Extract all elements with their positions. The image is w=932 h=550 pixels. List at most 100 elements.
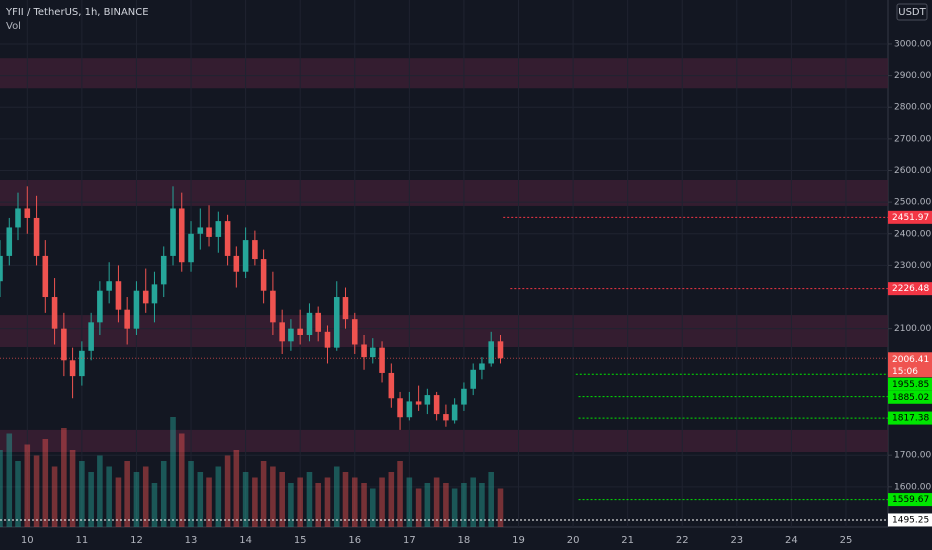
volume-bar bbox=[188, 461, 194, 527]
volume-bar bbox=[124, 461, 130, 527]
y-tick-label: 2900.00 bbox=[894, 71, 931, 81]
candle-body bbox=[124, 309, 130, 329]
volume-bar bbox=[415, 488, 422, 527]
currency-label[interactable]: USDT bbox=[898, 7, 926, 18]
y-tick-label: 1600.00 bbox=[894, 482, 931, 492]
candle-body bbox=[24, 208, 31, 218]
y-tick-label: 2800.00 bbox=[894, 103, 931, 113]
volume-bar bbox=[79, 461, 85, 527]
volume-bar bbox=[15, 461, 21, 527]
x-tick-label: 20 bbox=[567, 535, 580, 546]
candle-body bbox=[461, 388, 467, 405]
volume-bar bbox=[443, 483, 449, 527]
volume-bar bbox=[160, 461, 167, 527]
volume-bar bbox=[206, 477, 212, 527]
candle-body bbox=[297, 328, 303, 335]
candle-body bbox=[15, 208, 21, 228]
price-axis-bg bbox=[888, 0, 932, 550]
candle-body bbox=[51, 297, 58, 329]
candle-body bbox=[88, 322, 94, 351]
volume-bar bbox=[451, 488, 458, 527]
volume-bar bbox=[33, 455, 40, 527]
volume-bar bbox=[351, 477, 358, 527]
candle-body bbox=[242, 240, 249, 272]
candle-body bbox=[406, 401, 413, 418]
candle-body bbox=[178, 208, 185, 263]
countdown-label: 15:06 bbox=[892, 367, 918, 377]
candle-body bbox=[397, 398, 403, 418]
y-tick-label: 2400.00 bbox=[894, 229, 931, 239]
zone bbox=[0, 179, 888, 206]
candle-body bbox=[415, 401, 422, 405]
volume-bar bbox=[315, 483, 321, 527]
volume-bar bbox=[115, 477, 122, 527]
candle-body bbox=[61, 328, 67, 361]
level-box bbox=[888, 411, 932, 425]
x-tick-label: 22 bbox=[676, 535, 689, 546]
volume-bar bbox=[324, 477, 331, 527]
volume-bar bbox=[361, 483, 367, 527]
y-tick-label: 2100.00 bbox=[894, 324, 931, 334]
candle-body bbox=[188, 233, 194, 263]
candle-body bbox=[470, 369, 476, 389]
candle-body bbox=[288, 328, 294, 342]
candle-body bbox=[79, 350, 85, 377]
volume-bar bbox=[333, 466, 340, 527]
volume-bar bbox=[42, 439, 49, 527]
candle-body bbox=[388, 372, 395, 399]
volume-bar bbox=[242, 472, 249, 527]
volume-bar bbox=[270, 466, 276, 527]
volume-bar bbox=[51, 466, 58, 527]
candle-body bbox=[197, 227, 204, 234]
volume-bar bbox=[488, 472, 494, 527]
level-box bbox=[888, 513, 932, 527]
volume-bar bbox=[388, 472, 395, 527]
candle-body bbox=[260, 259, 267, 291]
candle-body bbox=[33, 217, 40, 256]
volume-bar bbox=[215, 466, 222, 527]
level-box bbox=[888, 282, 932, 296]
volume-bar bbox=[24, 444, 31, 527]
volume-bar bbox=[497, 488, 504, 527]
level-label: 2451.97 bbox=[892, 213, 929, 223]
volume-bar bbox=[342, 472, 349, 527]
candle-body bbox=[106, 281, 112, 291]
volume-bar bbox=[6, 433, 13, 527]
candle-body bbox=[42, 255, 49, 298]
candle-body bbox=[0, 255, 3, 282]
level-label: 2226.48 bbox=[892, 284, 929, 294]
candle-body bbox=[361, 344, 367, 358]
candle-body bbox=[252, 240, 258, 260]
volume-bar bbox=[224, 455, 231, 527]
axes: 3000.00 2900.00 2800.00 2700.00 2600.00 2500.… bbox=[21, 39, 932, 546]
last-price-box bbox=[888, 352, 932, 378]
candle-body bbox=[69, 360, 76, 377]
candle-body bbox=[151, 284, 158, 304]
x-tick-label: 10 bbox=[21, 535, 34, 546]
currency-box[interactable] bbox=[896, 3, 928, 21]
volume-bar bbox=[406, 477, 413, 527]
candle-body bbox=[306, 312, 313, 335]
x-tick-label: 24 bbox=[785, 535, 798, 546]
candle-body bbox=[215, 221, 222, 237]
x-tick-label: 15 bbox=[294, 535, 307, 546]
candle-body bbox=[324, 331, 331, 348]
volume-bar bbox=[133, 472, 140, 527]
candle-body bbox=[333, 297, 340, 348]
candle-body bbox=[451, 404, 458, 421]
candle-body bbox=[433, 395, 440, 415]
volume-bar bbox=[369, 488, 376, 527]
x-tick-label: 17 bbox=[403, 535, 416, 546]
volume bbox=[0, 417, 504, 527]
level-box bbox=[888, 390, 932, 404]
candle-body bbox=[351, 319, 358, 345]
candle-body bbox=[342, 297, 349, 320]
level-label: 1817.38 bbox=[892, 414, 929, 424]
volume-bar bbox=[433, 477, 440, 527]
candle-body bbox=[270, 290, 276, 323]
volume-bar bbox=[260, 461, 267, 527]
volume-bar bbox=[0, 450, 3, 527]
x-tick-label: 18 bbox=[458, 535, 471, 546]
zones bbox=[0, 58, 888, 453]
x-tick-label: 25 bbox=[840, 535, 853, 546]
